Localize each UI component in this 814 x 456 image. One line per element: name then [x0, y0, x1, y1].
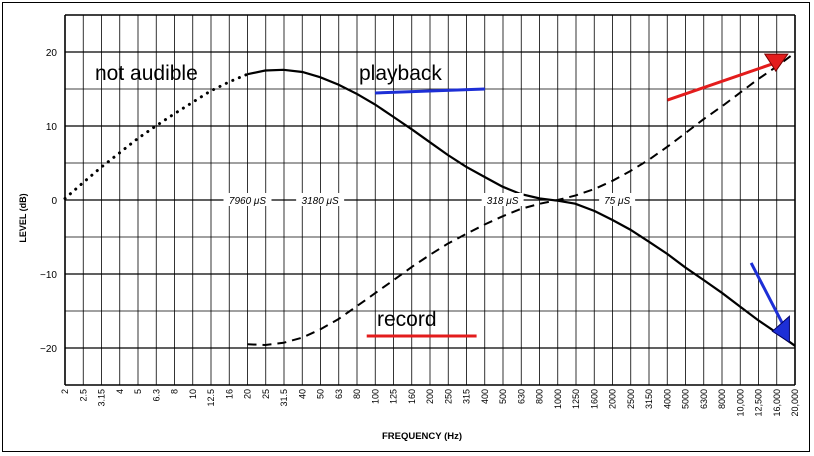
x-tick-label: 200 [425, 389, 435, 404]
x-tick-label: 2 [60, 389, 70, 394]
x-tick-label: 8000 [717, 389, 727, 409]
time-constant-bg [481, 193, 524, 206]
time-constant-label: 318 μS [487, 196, 519, 207]
playback-underline [375, 87, 485, 95]
x-tick-label: 2.5 [78, 389, 88, 402]
x-tick-label: 6.3 [151, 389, 161, 402]
x-tick-label: 8 [170, 389, 180, 394]
x-tick-label: 160 [407, 389, 417, 404]
red-arrow-head [763, 53, 789, 72]
x-tick-label: 10,000 [735, 389, 745, 417]
time-constant-label: 3180 μS [302, 196, 340, 207]
x-tick-label: 100 [370, 389, 380, 404]
x-tick-label: 12,500 [754, 389, 764, 417]
x-axis-ticks: 2 2.5 3.15 4 5 6.3 8 10 12.5 16 20 25 31.5 40 50 63 80 10… [60, 389, 800, 417]
y-axis-ticks: 20 10 0 −10 −20 [40, 48, 57, 355]
time-constant-label: 7960 μS [229, 196, 267, 207]
series-record [247, 51, 796, 347]
x-tick-label: 1000 [553, 389, 563, 409]
x-tick-label: 16 [224, 389, 234, 399]
x-tick-label: 2500 [626, 389, 636, 409]
y-tick-label: 20 [46, 48, 58, 59]
x-tick-label: 16,000 [772, 389, 782, 417]
x-tick-label: 4000 [662, 389, 672, 409]
red-arrow-shaft [666, 61, 776, 102]
x-tick-label: 10 [188, 389, 198, 399]
x-tick-label: 31.5 [279, 389, 289, 407]
x-tick-label: 630 [516, 389, 526, 404]
x-tick-label: 4 [115, 389, 125, 394]
x-tick-label: 3.15 [97, 389, 107, 407]
y-tick-label: 0 [51, 196, 57, 207]
x-tick-label: 5000 [681, 389, 691, 409]
x-tick-label: 250 [443, 389, 453, 404]
x-tick-label: 125 [389, 389, 399, 404]
x-tick-label: 1250 [571, 389, 581, 409]
y-tick-label: 10 [46, 122, 58, 133]
x-tick-label: 2000 [608, 389, 618, 409]
time-constant-labels: 7960 μS 3180 μS 318 μS 75 μS [223, 193, 636, 207]
x-tick-label: 3150 [644, 389, 654, 409]
blue-arrow-shaft [749, 262, 786, 328]
x-tick-label: 800 [535, 389, 545, 404]
x-tick-label: 25 [261, 389, 271, 399]
blue-arrow-head [771, 315, 790, 344]
y-tick-label: −10 [40, 270, 57, 281]
chart-frame [2, 2, 810, 452]
x-axis-label: FREQUENCY (Hz) [382, 431, 462, 442]
time-constant-bg [296, 193, 345, 206]
annotation-not-audible: not audible [95, 62, 198, 85]
y-tick-label: −20 [40, 344, 57, 355]
x-tick-label: 40 [297, 389, 307, 399]
x-tick-label: 5 [133, 389, 143, 394]
x-tick-label: 50 [316, 389, 326, 399]
x-tick-label: 1600 [589, 389, 599, 409]
x-tick-label: 12.5 [206, 389, 216, 407]
x-tick-label: 400 [480, 389, 490, 404]
annotation-playback: playback [359, 62, 442, 85]
markup [366, 53, 790, 344]
x-tick-label: 80 [352, 389, 362, 399]
x-tick-label: 63 [334, 389, 344, 399]
x-tick-label: 500 [498, 389, 508, 404]
x-tick-label: 20 [243, 389, 253, 399]
time-constant-bg [223, 193, 272, 206]
x-tick-label: 315 [462, 389, 472, 404]
y-axis-label: LEVEL (dB) [18, 193, 28, 242]
grid [64, 14, 796, 386]
time-constant-label: 75 μS [604, 196, 630, 207]
annotation-record: record [377, 308, 437, 331]
x-tick-label: 6300 [699, 389, 709, 409]
time-constant-bg [599, 193, 636, 206]
x-tick-label: 20,000 [790, 389, 800, 417]
